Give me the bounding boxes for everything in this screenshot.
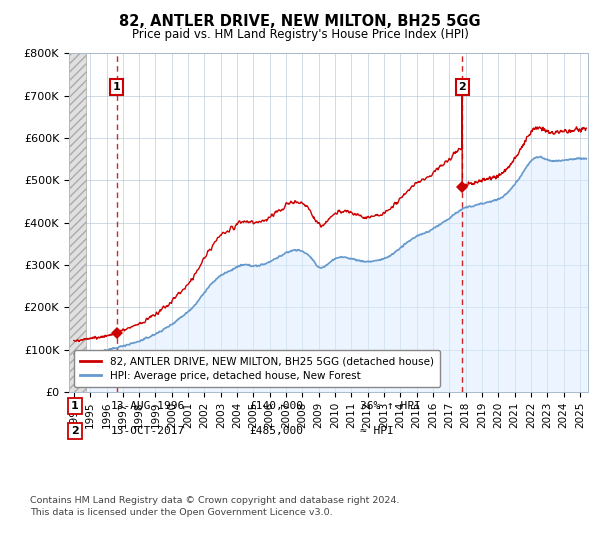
Text: 2: 2 [71, 426, 79, 436]
Text: 13-AUG-1996: 13-AUG-1996 [111, 401, 185, 411]
Bar [69, 53, 86, 392]
Text: Price paid vs. HM Land Registry's House Price Index (HPI): Price paid vs. HM Land Registry's House … [131, 28, 469, 41]
Legend: 82, ANTLER DRIVE, NEW MILTON, BH25 5GG (detached house), HPI: Average price, det: 82, ANTLER DRIVE, NEW MILTON, BH25 5GG (… [74, 350, 440, 387]
Text: Contains HM Land Registry data © Crown copyright and database right 2024.
This d: Contains HM Land Registry data © Crown c… [30, 496, 400, 517]
Text: £485,000: £485,000 [249, 426, 303, 436]
Text: 1: 1 [71, 401, 79, 411]
Text: ≈ HPI: ≈ HPI [360, 426, 394, 436]
Text: 36% ↑ HPI: 36% ↑ HPI [360, 401, 421, 411]
Text: £140,000: £140,000 [249, 401, 303, 411]
Text: 2: 2 [458, 82, 466, 92]
Text: 1: 1 [113, 82, 121, 92]
Text: 13-OCT-2017: 13-OCT-2017 [111, 426, 185, 436]
Text: 82, ANTLER DRIVE, NEW MILTON, BH25 5GG: 82, ANTLER DRIVE, NEW MILTON, BH25 5GG [119, 14, 481, 29]
